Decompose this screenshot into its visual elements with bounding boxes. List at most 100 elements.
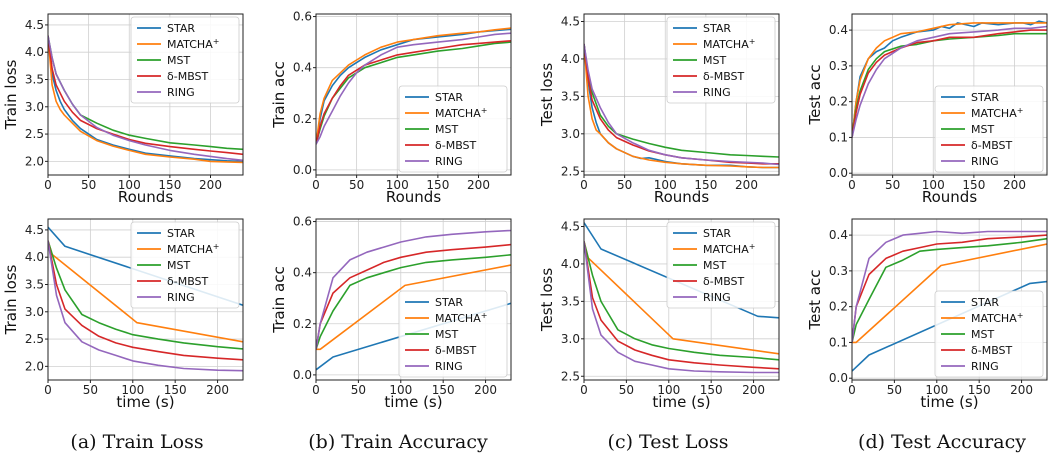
y-tick-label: 0.2 [829,300,848,314]
x-axis-label: Rounds [654,188,709,206]
legend-entry: RING [703,291,731,304]
chart-panel-5: 0 50 100 150 200 2.0 2.5 3.0 3.5 4.0 4.5 time (s) Tr… [2,218,244,411]
y-tick-label: 4.0 [25,45,44,59]
y-tick-label: 4.5 [25,18,44,32]
chart-panel-4: 0 50 100 150 200 0.0 0.1 0.2 0.3 0.4 Rounds Test ac… [806,13,1048,206]
x-tick-label: 150 [158,178,181,192]
legend-entry: MST [703,54,726,67]
y-tick-label: 0.0 [829,166,848,180]
series-line-mbst [316,243,511,350]
legend: STAR MATCHA+ MST δ-MBST RING [398,290,508,378]
y-axis-label: Train acc [270,61,288,128]
x-tick-label: 0 [580,178,588,192]
series-line-matcha [48,35,243,164]
x-axis-label: time (s) [116,393,174,411]
plot-frame [47,218,244,381]
series-line-mst [316,254,511,350]
legend-entry: STAR [167,227,195,240]
legend-entry: RING [703,86,731,99]
plot-frame [315,218,512,381]
y-tick-label: 0.6 [293,215,312,229]
subfigure-caption: (a) Train Loss [70,431,203,453]
y-tick-label: 3.0 [561,127,580,141]
legend-entry: MATCHA+ [971,106,1023,120]
y-axis-label: Train loss [2,264,20,335]
legend-entry: MATCHA+ [703,242,755,256]
legend-entry: δ-MBST [703,275,745,288]
series-line-mbst [316,40,511,145]
legend-entry: MATCHA+ [703,37,755,51]
y-axis-label: Test loss [538,63,556,127]
y-tick-label: 0.2 [293,317,312,331]
y-tick-label: 0.1 [829,130,848,144]
series-line-matcha [316,264,511,351]
legend-entry: MST [703,259,726,272]
x-tick-label: 50 [617,178,632,192]
y-tick-label: 2.0 [25,359,44,373]
y-tick-label: 2.5 [25,127,44,141]
x-axis-label: Rounds [386,188,441,206]
chart-panel-3: 0 50 100 150 200 2.5 3.0 3.5 4.0 4.5 Rounds Test lo… [538,13,780,206]
plot-frame [47,13,244,176]
legend-entry: δ-MBST [167,70,209,83]
series-line-ring [584,241,779,374]
plot-frame [851,13,1048,176]
legend-entry: MATCHA+ [167,37,219,51]
y-tick-label: 2.0 [25,154,44,168]
y-axis-label: Test loss [538,268,556,332]
x-tick-label: 150 [700,383,723,397]
y-tick-label: 4.0 [561,257,580,271]
legend-entry: RING [167,291,195,304]
y-tick-label: 0.4 [829,23,848,37]
x-tick-label: 200 [1010,383,1033,397]
y-tick-label: 3.5 [25,72,44,86]
y-tick-label: 0.4 [293,61,312,75]
chart-panel-7: 0 50 100 150 200 2.5 3.0 3.5 4.0 4.5 time (s) Test … [538,218,780,411]
y-tick-label: 3.0 [25,305,44,319]
series-line-mbst [48,35,243,156]
legend: STAR MATCHA+ MST δ-MBST RING [130,221,240,309]
y-tick-label: 3.0 [25,100,44,114]
legend-entry: MST [167,259,190,272]
y-axis-label: Train loss [2,59,20,130]
legend-entry: δ-MBST [435,344,477,357]
y-tick-label: 0.3 [829,264,848,278]
x-tick-label: 0 [312,178,320,192]
subfigure-caption: (d) Test Accuracy [858,431,1026,453]
y-tick-label: 0.2 [293,112,312,126]
x-tick-label: 100 [389,383,412,397]
y-tick-label: 0.1 [829,335,848,349]
x-tick-label: 200 [735,178,758,192]
y-tick-label: 0.2 [829,95,848,109]
x-tick-label: 200 [199,178,222,192]
y-axis-label: Train acc [270,266,288,333]
x-tick-label: 100 [925,383,948,397]
x-tick-label: 0 [848,383,856,397]
x-tick-label: 150 [426,178,449,192]
series-line-ring [48,240,243,372]
x-tick-label: 200 [206,383,229,397]
legend-entry: STAR [703,227,731,240]
series-line-ring [852,230,1047,343]
legend-entry: RING [971,155,999,168]
legend-entry: MST [435,123,458,136]
y-tick-label: 4.5 [561,14,580,28]
x-tick-label: 200 [742,383,765,397]
y-tick-label: 2.5 [25,332,44,346]
legend: STAR MATCHA+ MST δ-MBST RING [934,85,1044,173]
legend-entry: MST [971,328,994,341]
x-tick-label: 100 [922,178,945,192]
series-line-mst [852,32,1047,138]
x-axis-label: Rounds [118,188,173,206]
legend-entry: MST [435,328,458,341]
chart-panel-6: 0 50 100 150 200 0.0 0.2 0.4 0.6 time (s) Train ac… [270,215,512,411]
x-tick-label: 100 [386,178,409,192]
series-line-matcha [852,243,1047,344]
legend-entry: STAR [435,296,463,309]
y-tick-label: 0.0 [293,368,312,382]
y-tick-label: 4.5 [25,223,44,237]
x-tick-label: 50 [81,178,96,192]
x-axis-label: time (s) [920,393,978,411]
legend: STAR MATCHA+ MST δ-MBST RING [666,221,776,309]
